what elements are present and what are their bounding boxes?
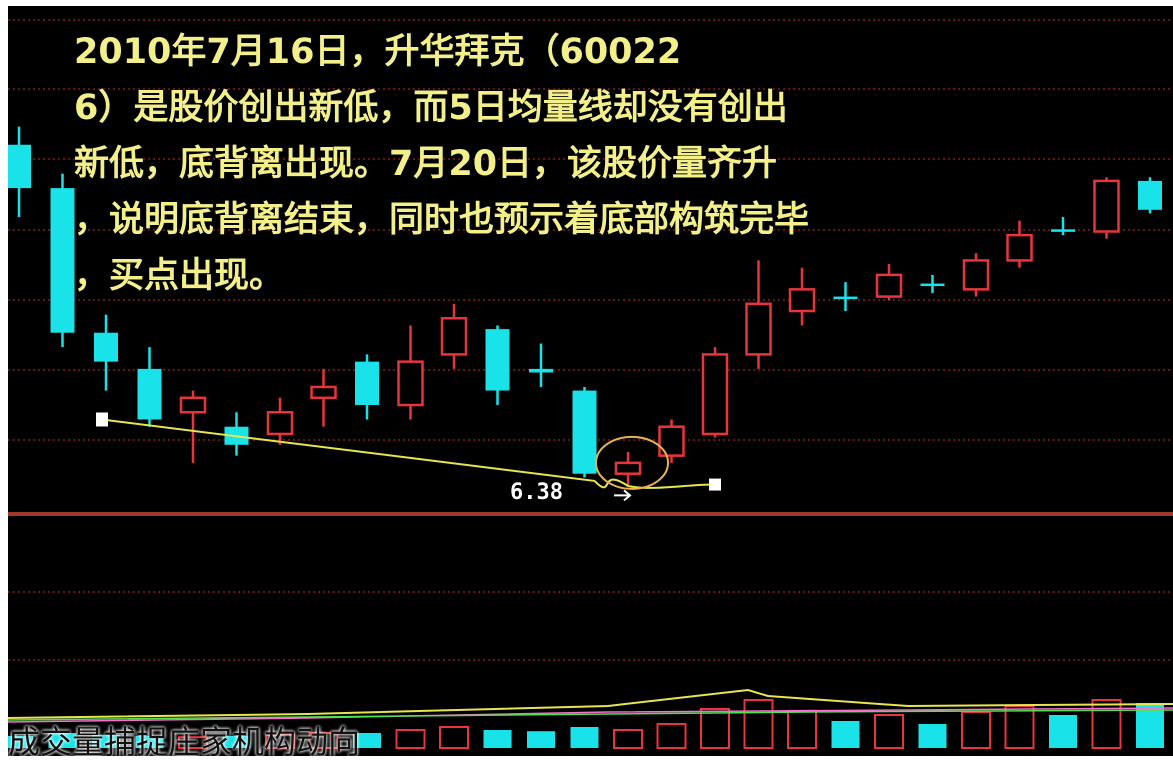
candle-body xyxy=(572,390,597,474)
price-low-label: 6.38 xyxy=(510,480,563,505)
volume-bar xyxy=(222,736,251,748)
candle-body xyxy=(529,368,553,373)
volume-bar xyxy=(656,723,687,749)
candle-body xyxy=(137,368,162,420)
volume-bar xyxy=(527,731,555,748)
volume-bar xyxy=(831,721,860,748)
candle-body xyxy=(614,461,642,475)
volume-bar xyxy=(743,699,774,749)
candle-body xyxy=(1093,179,1120,233)
volume-bar xyxy=(961,711,991,749)
volume-ma-line xyxy=(8,688,1173,719)
candle-body xyxy=(397,360,424,407)
volume-bar xyxy=(8,736,33,748)
annotation-line: 6）是股价创出新低，而5日均量线却没有创出 xyxy=(74,88,788,128)
volume-bar xyxy=(135,736,164,748)
annotation-line: ，买点出现。 xyxy=(74,256,285,296)
volume-bar xyxy=(483,730,512,748)
volume-bar xyxy=(918,724,947,748)
candle-body xyxy=(50,188,75,333)
volume-bar xyxy=(353,733,381,748)
annotation-text: 2010年7月16日，升华拜克（60022 6）是股价创出新低，而5日均量线却没… xyxy=(74,24,974,304)
volume-bar xyxy=(700,708,730,749)
divergence-trend-line xyxy=(101,418,716,489)
volume-bar xyxy=(395,729,426,749)
candle-body xyxy=(1138,180,1162,210)
candle-body xyxy=(920,283,945,287)
volume-bar xyxy=(178,736,208,750)
volume-bar xyxy=(1091,699,1122,749)
volume-ma-line xyxy=(8,709,1173,721)
candle-body xyxy=(701,353,729,436)
candle-body xyxy=(310,385,337,400)
candle-body xyxy=(485,329,510,391)
caption-watermark: 成交量捕捉庄家机构动向 xyxy=(8,723,361,761)
volume-bar xyxy=(265,733,295,749)
candle-body xyxy=(179,396,207,414)
end-marker xyxy=(709,478,721,491)
annotation-line: ，说明底背离结束，同时也预示着底部构筑完毕 xyxy=(74,200,810,240)
candle-body xyxy=(440,317,468,356)
arrow-icon xyxy=(614,489,632,502)
candle-body xyxy=(875,273,903,298)
candle-body xyxy=(1006,233,1033,262)
volume-bar xyxy=(570,727,599,748)
volume-bar xyxy=(1004,705,1035,749)
volume-bar xyxy=(874,714,904,749)
candle-body xyxy=(8,144,31,189)
volume-bar xyxy=(48,733,77,748)
volume-bar xyxy=(613,729,643,749)
candlestick-chart xyxy=(8,19,1173,750)
chart-frame: 2010年7月16日，升华拜克（60022 6）是股价创出新低，而5日均量线却没… xyxy=(8,6,1173,756)
annotation-line: 2010年7月16日，升华拜克（60022 xyxy=(74,32,682,72)
candle-body xyxy=(658,425,685,457)
candle-body xyxy=(833,296,858,300)
volume-bar xyxy=(1049,715,1077,748)
volume-bar xyxy=(787,709,817,749)
candle-body xyxy=(745,302,772,356)
annotation-line: 新低，底背离出现。7月20日，该股价量齐升 xyxy=(74,144,778,184)
candle-body xyxy=(94,332,118,362)
highlight-circle xyxy=(595,435,669,490)
volume-bar xyxy=(92,734,120,748)
volume-bar xyxy=(439,726,469,749)
candle-body xyxy=(788,288,816,313)
candle-body xyxy=(962,259,990,291)
candle-body xyxy=(266,411,294,436)
candle-body xyxy=(355,361,379,406)
candle-body xyxy=(1051,229,1075,232)
volume-ma-line xyxy=(8,707,1173,723)
volume-bar xyxy=(308,732,339,749)
start-marker xyxy=(96,412,108,427)
